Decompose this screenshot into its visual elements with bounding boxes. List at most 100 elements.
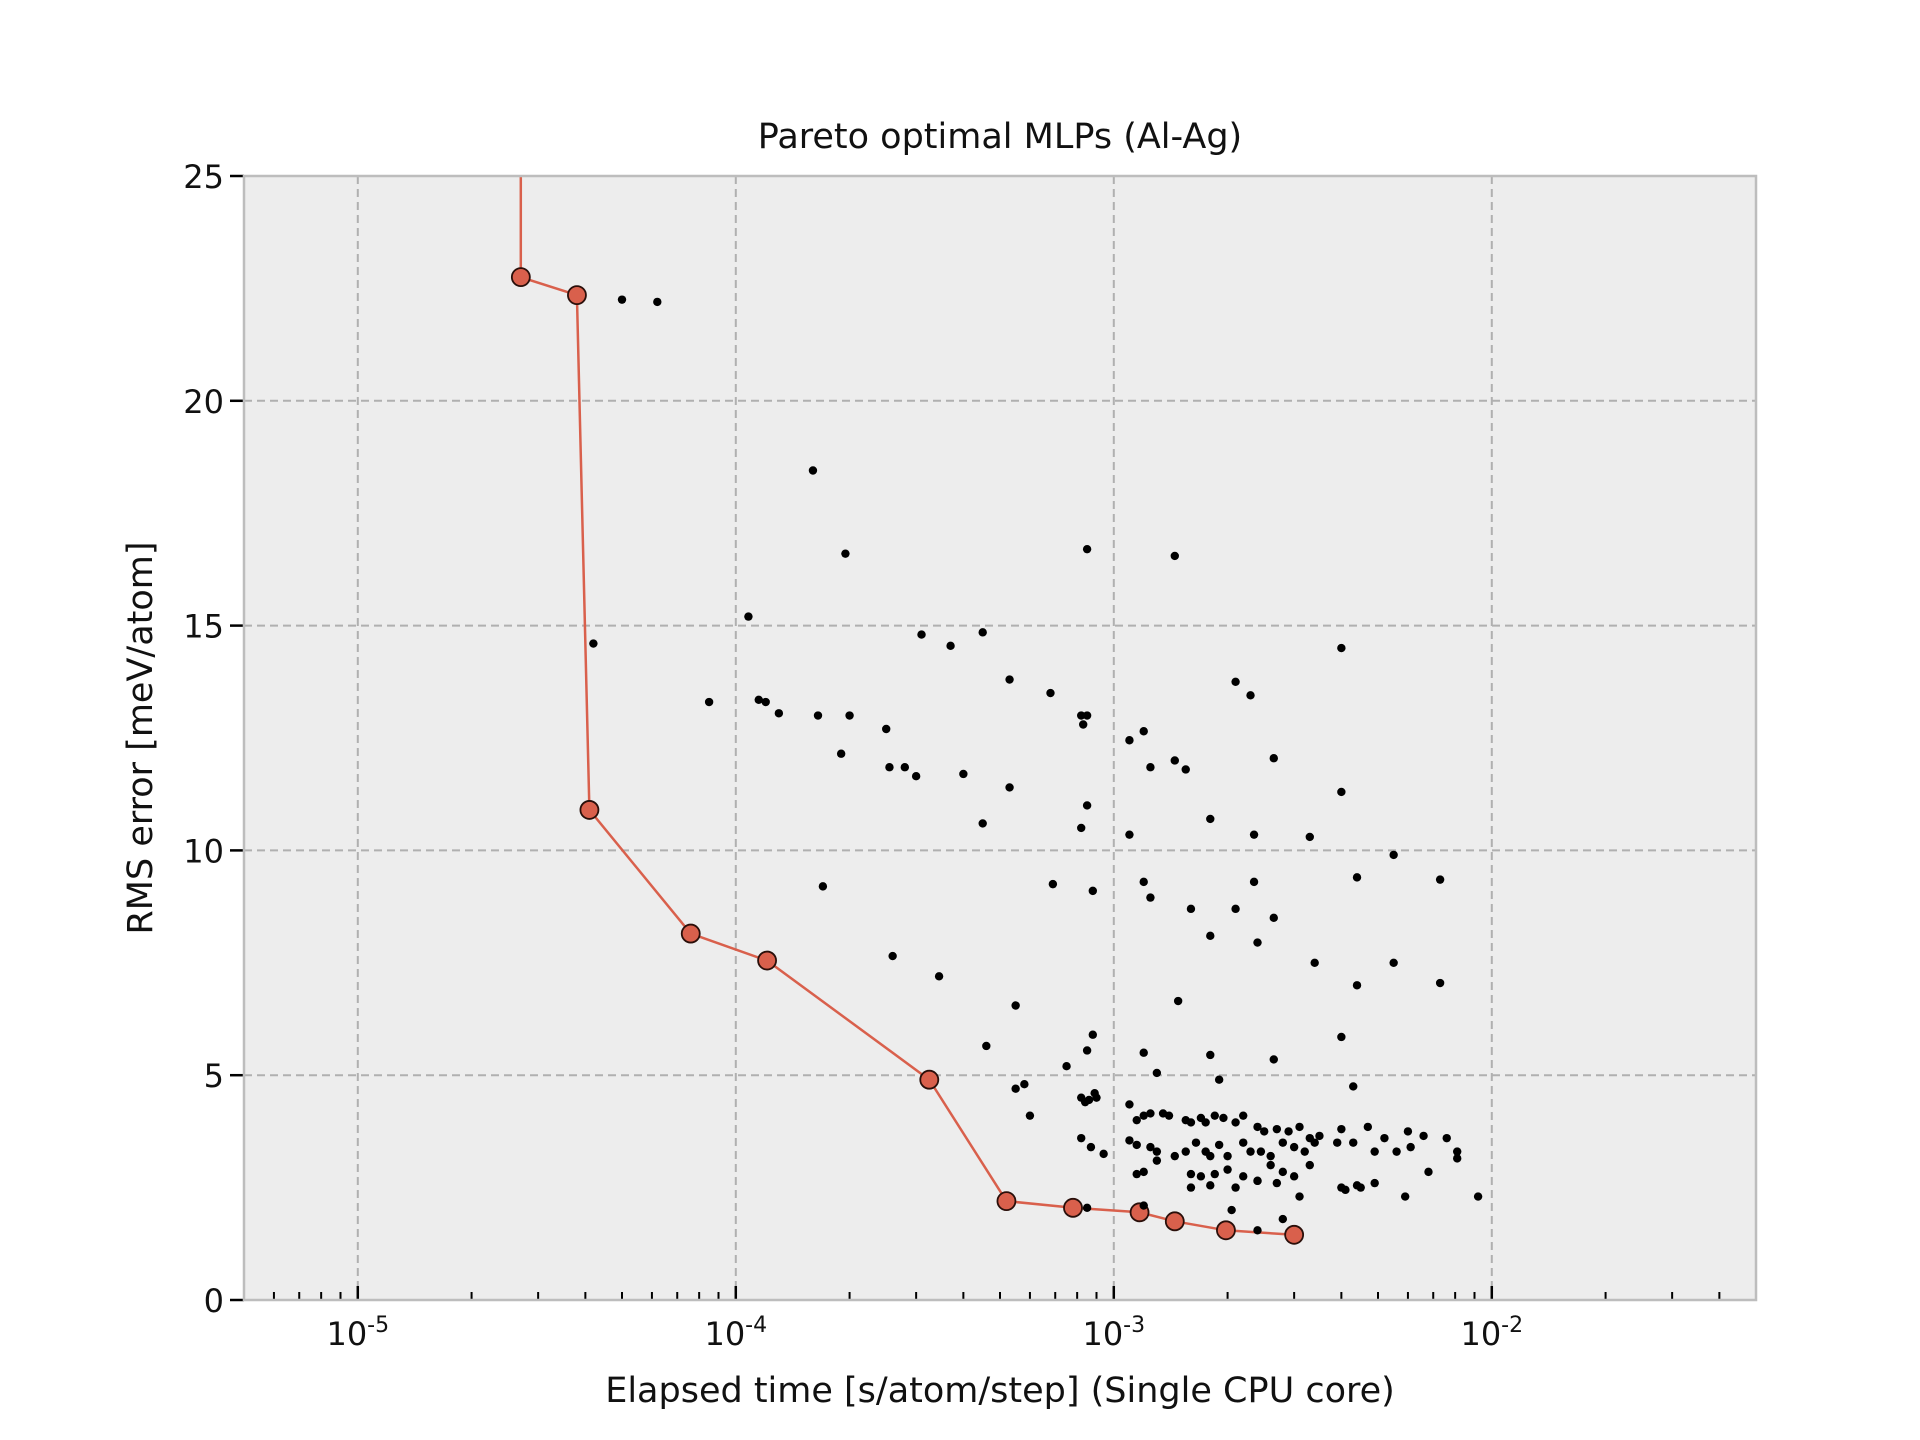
model-point bbox=[1152, 1068, 1162, 1078]
model-point bbox=[1239, 1138, 1248, 1147]
model-point bbox=[1424, 1167, 1433, 1177]
model-point bbox=[1132, 1140, 1141, 1150]
model-point bbox=[1295, 1192, 1304, 1201]
model-point bbox=[1289, 1172, 1299, 1181]
model-point bbox=[1253, 1226, 1262, 1235]
model-point bbox=[1206, 931, 1215, 941]
model-point bbox=[1249, 830, 1259, 839]
chart-title: Pareto optimal MLPs (Al-Ag) bbox=[758, 117, 1242, 157]
model-point bbox=[1152, 1156, 1162, 1165]
model-point bbox=[1181, 765, 1190, 774]
model-point bbox=[885, 763, 894, 772]
model-point bbox=[1048, 879, 1058, 889]
model-point bbox=[1206, 1050, 1215, 1060]
model-point bbox=[1139, 727, 1148, 736]
model-point bbox=[1170, 756, 1179, 765]
model-point bbox=[1305, 832, 1314, 842]
model-point bbox=[1196, 1172, 1206, 1181]
x-tick-label: 10-3 bbox=[1082, 1313, 1145, 1353]
model-point bbox=[1210, 1169, 1219, 1179]
model-point bbox=[1139, 1201, 1148, 1210]
model-point bbox=[1186, 904, 1196, 914]
model-point bbox=[1146, 1142, 1155, 1152]
model-point bbox=[1260, 1127, 1269, 1136]
model-point bbox=[1152, 1147, 1162, 1156]
model-point bbox=[1011, 1001, 1020, 1010]
pareto-point bbox=[510, 267, 531, 288]
model-point bbox=[774, 709, 784, 718]
model-point bbox=[1082, 544, 1092, 554]
model-point bbox=[1278, 1138, 1288, 1147]
model-point bbox=[1206, 1151, 1215, 1161]
x-tick-label-base: 10 bbox=[326, 1315, 367, 1353]
axis-ticks bbox=[230, 174, 1757, 1302]
model-point bbox=[1349, 1082, 1358, 1091]
x-tick-label-base: 10 bbox=[1460, 1315, 1501, 1353]
y-axis-label: RMS error [meV/atom] bbox=[121, 541, 161, 934]
model-point bbox=[1146, 763, 1155, 772]
y-tick-label: 20 bbox=[183, 383, 224, 421]
model-point bbox=[754, 695, 763, 704]
pareto-point bbox=[757, 950, 777, 971]
model-point bbox=[1315, 1131, 1324, 1141]
y-tick-label: 25 bbox=[183, 158, 224, 196]
model-point bbox=[1186, 1118, 1196, 1127]
model-point bbox=[1337, 787, 1346, 797]
model-point bbox=[1146, 893, 1155, 902]
model-point bbox=[1406, 1142, 1415, 1152]
model-point bbox=[1392, 1147, 1401, 1156]
model-point bbox=[1173, 996, 1183, 1006]
model-point bbox=[704, 697, 714, 707]
x-axis-label: Elapsed time [s/atom/step] (Single CPU c… bbox=[605, 1371, 1395, 1411]
model-point bbox=[1278, 1167, 1288, 1177]
y-tick-label: 0 bbox=[204, 1282, 224, 1320]
model-point bbox=[882, 724, 891, 734]
model-point bbox=[1253, 1176, 1262, 1186]
plot-area bbox=[244, 176, 1756, 1300]
x-tick-label-base: 10 bbox=[704, 1315, 745, 1353]
pareto-point bbox=[680, 923, 701, 944]
model-point bbox=[1223, 1165, 1232, 1174]
model-point bbox=[1092, 1093, 1101, 1102]
model-point bbox=[1278, 1214, 1288, 1224]
x-tick-label-exponent: -4 bbox=[745, 1313, 767, 1338]
model-point bbox=[1005, 783, 1014, 792]
model-point bbox=[1337, 1124, 1346, 1134]
model-point bbox=[1214, 1140, 1224, 1150]
model-point bbox=[1181, 1147, 1190, 1156]
model-point bbox=[1077, 823, 1086, 833]
model-point bbox=[888, 951, 897, 961]
model-point bbox=[1132, 1169, 1141, 1179]
all-models-series bbox=[589, 295, 1483, 1235]
model-point bbox=[744, 612, 753, 621]
model-point bbox=[1139, 877, 1148, 887]
model-point bbox=[617, 295, 627, 304]
model-point bbox=[1191, 1138, 1201, 1147]
x-tick-label-exponent: -2 bbox=[1501, 1313, 1523, 1338]
model-point bbox=[1125, 830, 1134, 839]
model-point bbox=[1132, 1115, 1141, 1125]
model-point bbox=[836, 749, 846, 758]
model-point bbox=[917, 630, 926, 639]
x-tick-label-exponent: -5 bbox=[367, 1313, 389, 1338]
model-point bbox=[1088, 1030, 1098, 1039]
model-point bbox=[1239, 1172, 1248, 1181]
model-point bbox=[1246, 691, 1255, 700]
x-tick-label-exponent: -3 bbox=[1123, 1313, 1145, 1338]
model-point bbox=[1201, 1118, 1210, 1127]
model-point bbox=[1253, 938, 1262, 947]
x-tick-label: 10-5 bbox=[326, 1313, 389, 1353]
x-tick-label-base: 10 bbox=[1082, 1315, 1123, 1353]
model-point bbox=[1082, 1203, 1092, 1213]
model-point bbox=[1256, 1147, 1266, 1156]
model-point bbox=[1452, 1147, 1462, 1156]
model-point bbox=[1435, 875, 1445, 884]
model-point bbox=[1337, 643, 1346, 653]
model-point bbox=[1266, 1160, 1275, 1170]
model-point bbox=[808, 466, 818, 475]
model-point bbox=[978, 819, 987, 828]
model-point bbox=[1269, 913, 1278, 923]
model-point bbox=[1337, 1032, 1346, 1042]
model-point bbox=[1020, 1079, 1029, 1089]
model-point bbox=[1310, 1138, 1319, 1147]
